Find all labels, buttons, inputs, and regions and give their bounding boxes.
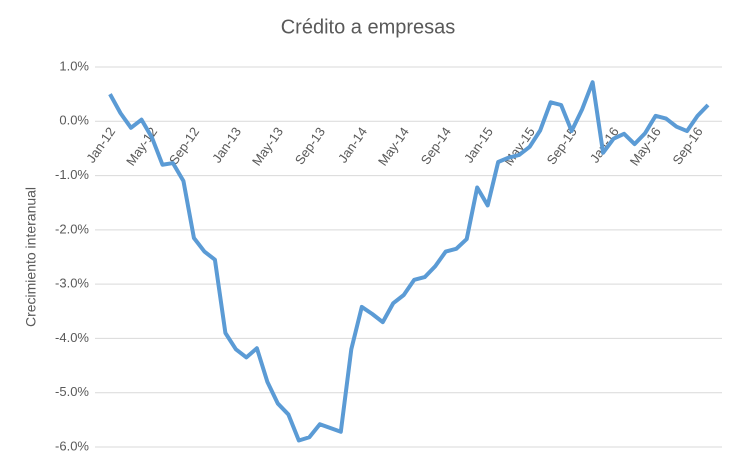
x-tick-label: Sep-15 <box>544 124 580 167</box>
series-line <box>108 80 710 443</box>
x-tick-label: May-15 <box>501 124 538 168</box>
x-tick-label: Jan-15 <box>461 124 496 165</box>
y-tick-label: 0.0% <box>59 113 89 128</box>
y-tick-label: -1.0% <box>55 167 89 182</box>
chart-title: Crédito a empresas <box>281 16 456 38</box>
x-tick-label: Jan-14 <box>335 124 370 165</box>
x-tick-label: Sep-12 <box>166 124 202 167</box>
y-tick-label: 1.0% <box>59 58 89 73</box>
y-tick-label: -2.0% <box>55 221 89 236</box>
x-tick-label: Sep-14 <box>418 124 454 167</box>
y-tick-label: -6.0% <box>55 438 89 453</box>
x-tick-label: Jan-16 <box>587 124 622 165</box>
x-tick-label: May-13 <box>249 124 286 168</box>
y-tick-label: -5.0% <box>55 384 89 399</box>
y-tick-label: -4.0% <box>55 330 89 345</box>
x-tick-label: Sep-13 <box>292 124 328 167</box>
y-tick-label: -3.0% <box>55 276 89 291</box>
x-tick-label: May-14 <box>375 124 412 168</box>
x-tick-label: Jan-13 <box>209 124 244 165</box>
x-tick-label: Jan-12 <box>83 124 118 165</box>
y-axis-title: Crecimiento interanual <box>23 187 39 327</box>
